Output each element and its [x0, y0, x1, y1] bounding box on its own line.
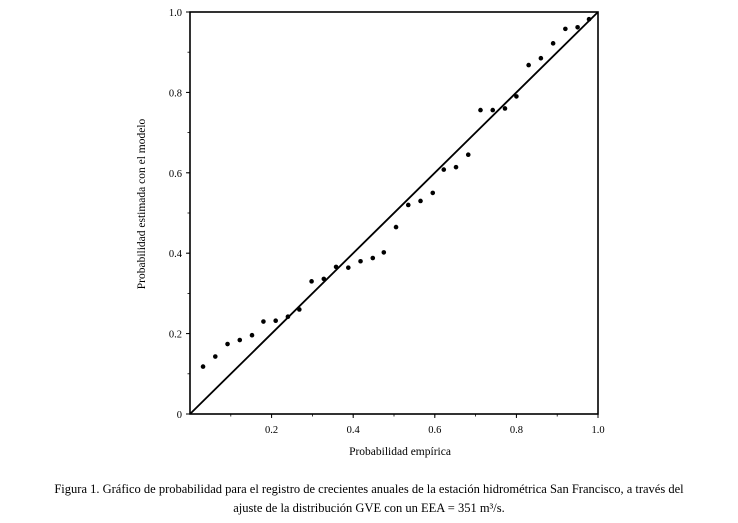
data-point — [575, 24, 580, 30]
data-point — [430, 190, 436, 196]
data-point — [358, 258, 363, 264]
data-point — [261, 319, 266, 324]
data-point — [381, 250, 387, 255]
y-tick-label: 0.2 — [169, 330, 182, 341]
x-axis-ticks: 0.2 0.4 0.6 0.8 1.0 — [230, 414, 605, 436]
data-point — [249, 332, 255, 338]
data-point — [309, 279, 314, 284]
data-points — [200, 16, 592, 369]
y-tick-label: 1.0 — [169, 8, 182, 19]
reference-line — [189, 11, 599, 415]
data-point — [586, 16, 592, 22]
data-point — [212, 354, 218, 359]
y-tick-label: 0 — [177, 410, 182, 421]
caption-line-2: ajuste de la distribución GVE con un EEA… — [233, 501, 505, 515]
data-point — [418, 198, 423, 204]
data-point — [563, 26, 568, 32]
x-tick-label: 0.2 — [265, 425, 278, 436]
reference-line-layer — [189, 11, 599, 415]
data-point — [490, 107, 496, 113]
data-point — [237, 337, 243, 343]
data-point — [200, 364, 206, 369]
data-point — [321, 276, 327, 282]
data-point — [441, 167, 447, 172]
data-point — [550, 41, 556, 46]
y-tick-label: 0.8 — [169, 88, 182, 99]
data-point — [526, 62, 531, 68]
x-tick-label: 1.0 — [591, 425, 604, 436]
x-axis-label: Probabilidad empírica — [349, 446, 451, 458]
data-point — [285, 314, 291, 320]
data-point — [465, 152, 471, 158]
x-tick-label: 0.8 — [510, 425, 523, 436]
data-point — [393, 224, 399, 230]
y-tick-label: 0.6 — [169, 169, 182, 180]
y-tick-label: 0.4 — [169, 249, 183, 260]
data-point — [502, 106, 508, 111]
data-point — [297, 307, 302, 312]
data-point — [273, 318, 278, 324]
data-point — [405, 202, 411, 208]
figure-caption: Figura 1. Gráfico de probabilidad para e… — [0, 480, 738, 518]
data-point — [538, 55, 544, 61]
data-point — [478, 107, 483, 113]
data-point — [346, 265, 351, 270]
y-axis-label: Probabilidad estimada con el modelo — [136, 118, 148, 289]
probability-plot: 0.2 0.4 0.6 0.8 1.0 0 0.2 0.4 0.6 0.8 1.0 Probabi… — [136, 8, 605, 458]
x-tick-label: 0.6 — [428, 425, 441, 436]
y-axis-ticks: 0 0.2 0.4 0.6 0.8 1.0 — [169, 8, 190, 421]
data-point — [225, 341, 230, 347]
data-point — [370, 255, 376, 261]
x-tick-label: 0.4 — [347, 425, 361, 436]
caption-line-1: Figura 1. Gráfico de probabilidad para e… — [54, 482, 684, 496]
data-point — [333, 264, 339, 270]
data-point — [453, 164, 459, 170]
data-point — [514, 94, 519, 99]
